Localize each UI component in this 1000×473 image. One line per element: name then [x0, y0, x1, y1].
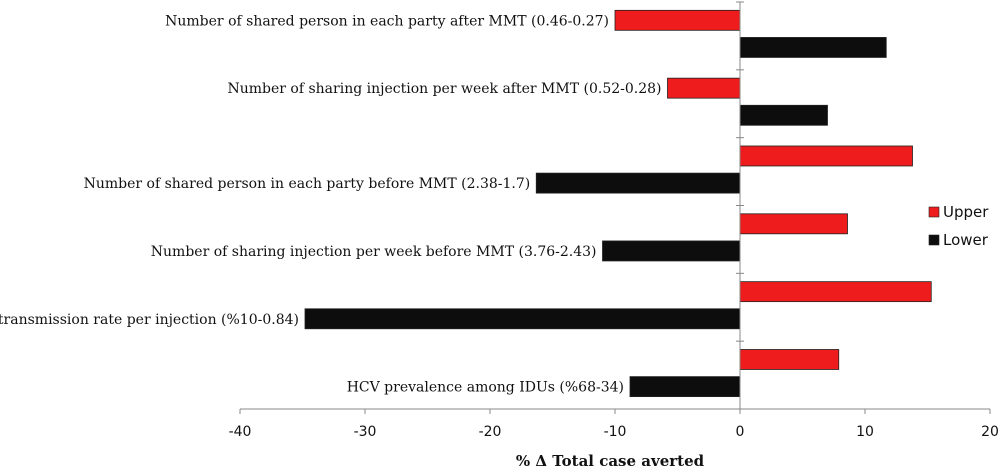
category-label: HCV prevalence among IDUs (%68-34)	[347, 380, 624, 396]
bar-upper-3	[739, 145, 913, 167]
bar-upper-5	[739, 281, 932, 303]
bar-lower-5	[304, 308, 741, 330]
bar-upper-4	[739, 213, 848, 235]
category-label: Number of sharing injection per week aft…	[227, 81, 661, 97]
x-tick-label: -20	[479, 424, 502, 440]
category-label: Number of shared person in each party be…	[84, 176, 531, 192]
bar-upper-6	[739, 349, 840, 370]
legend-label-lower: Lower	[943, 231, 989, 249]
bar-lower-6	[629, 376, 741, 398]
bar-upper-1	[614, 9, 741, 31]
x-tick-label: 0	[736, 424, 745, 440]
bar-upper-2	[667, 77, 741, 99]
x-tick-label: -30	[354, 424, 377, 440]
legend-label-upper: Upper	[943, 203, 989, 221]
category-labels: Number of shared person in each party af…	[0, 13, 662, 395]
legend: Upper Lower	[928, 203, 989, 249]
x-tick-label: 20	[981, 424, 999, 440]
x-axis	[240, 1, 990, 410]
category-label: HCV transmission rate per injection (%10…	[0, 312, 299, 328]
x-axis-title: % Δ Total case averted	[516, 452, 705, 470]
x-tick-label: -40	[229, 424, 252, 440]
bar-lower-2	[739, 104, 828, 126]
x-tick-labels: -40 -30 -20 -10 0 10 20	[229, 409, 999, 440]
x-tick-label: -10	[604, 424, 627, 440]
bar-lower-4	[602, 240, 741, 262]
legend-swatch-upper	[928, 206, 940, 218]
bar-lower-1	[739, 37, 887, 58]
category-label: Number of shared person in each party af…	[165, 13, 609, 29]
bar-lower-3	[535, 172, 741, 194]
bars-layer	[304, 9, 932, 398]
x-tick-label: 10	[856, 424, 874, 440]
category-label: Number of sharing injection per week bef…	[151, 244, 597, 260]
legend-swatch-lower	[928, 234, 940, 246]
